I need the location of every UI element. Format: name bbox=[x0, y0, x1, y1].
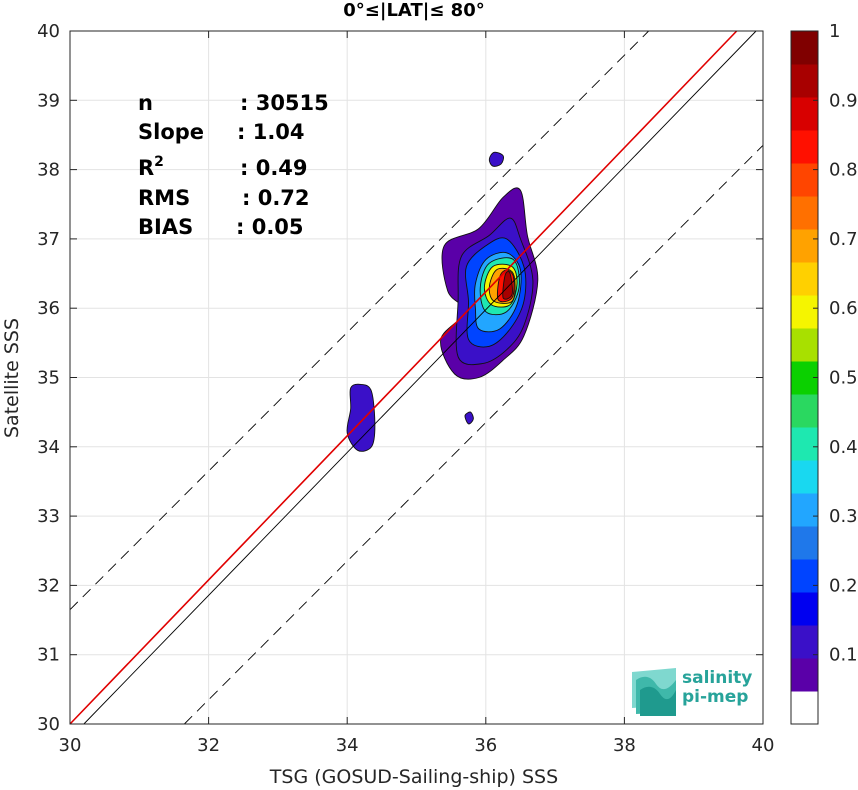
colorbar-segment bbox=[791, 328, 818, 362]
contour-cluster-blob-34 bbox=[346, 383, 376, 452]
colorbar-tick-label: 0.9 bbox=[829, 90, 858, 111]
line-lower bbox=[184, 145, 764, 725]
contour-level bbox=[502, 271, 513, 300]
colorbar: 0.1 0.2 0.3 0.4 0.5 0.6 0.7 0.8 0.9 1 bbox=[790, 21, 858, 725]
colorbar-segment bbox=[791, 559, 818, 593]
contour-level bbox=[488, 151, 504, 167]
stat-superscript: 2 bbox=[154, 154, 164, 170]
y-ticks: 30 31 32 33 34 35 36 37 38 39 40 bbox=[37, 21, 763, 735]
contour-cluster-blob-38 bbox=[488, 151, 504, 167]
colorbar-segment bbox=[791, 262, 818, 296]
y-tick-label: 33 bbox=[37, 506, 60, 527]
x-tick-label: 30 bbox=[59, 735, 82, 756]
stat-label: BIAS bbox=[138, 215, 193, 239]
x-tick-label: 32 bbox=[197, 735, 220, 756]
y-tick-label: 36 bbox=[37, 298, 60, 319]
line-regression bbox=[69, 30, 738, 725]
contour-level bbox=[346, 383, 376, 452]
colorbar-tick-label: 0.5 bbox=[829, 368, 858, 389]
x-tick-label: 36 bbox=[474, 735, 497, 756]
line-upper bbox=[69, 30, 649, 610]
chart-title: 0°≤|LAT|≤ 80° bbox=[343, 0, 484, 21]
colorbar-segment bbox=[791, 31, 818, 65]
stat-value: : 0.05 bbox=[236, 215, 304, 239]
stats-box: n : 30515 Slope : 1.04 R2 : 0.49 RMS : 0.72 BIAS… bbox=[138, 91, 329, 239]
logo-text-pi-mep: pi-mep bbox=[682, 687, 748, 707]
colorbar-tick-label: 0.8 bbox=[829, 160, 858, 181]
colorbar-segment bbox=[791, 592, 818, 626]
colorbar-segment bbox=[791, 460, 818, 494]
colorbar-segment bbox=[791, 130, 818, 164]
colorbar-tick-label: 0.3 bbox=[829, 506, 858, 527]
colorbar-segment bbox=[791, 163, 818, 197]
line-1:1 bbox=[83, 30, 757, 725]
colorbar-segment bbox=[791, 229, 818, 263]
y-tick-label: 31 bbox=[37, 645, 60, 666]
stat-label: Slope bbox=[138, 120, 204, 144]
stat-label: RMS bbox=[138, 186, 190, 210]
colorbar-segment bbox=[791, 493, 818, 527]
stat-value: : 0.72 bbox=[242, 186, 310, 210]
colorbar-tick-label: 0.2 bbox=[829, 575, 858, 596]
colorbar-segment bbox=[791, 64, 818, 98]
y-tick-label: 32 bbox=[37, 575, 60, 596]
y-tick-label: 34 bbox=[37, 437, 60, 458]
logo-text-salinity: salinity bbox=[682, 668, 752, 688]
colorbar-segment bbox=[791, 97, 818, 131]
colorbar-tick-label: 0.6 bbox=[829, 298, 858, 319]
y-tick-label: 37 bbox=[37, 229, 60, 250]
x-tick-label: 40 bbox=[752, 735, 775, 756]
y-tick-label: 40 bbox=[37, 21, 60, 42]
y-tick-label: 38 bbox=[37, 160, 60, 181]
contour-level bbox=[464, 411, 474, 425]
colorbar-segment bbox=[791, 196, 818, 230]
y-tick-label: 35 bbox=[37, 368, 60, 389]
stat-value: : 30515 bbox=[240, 91, 329, 115]
colorbar-tick-label: 1 bbox=[829, 21, 840, 42]
colorbar-segment bbox=[791, 658, 818, 692]
contour-cluster-blob-speck bbox=[464, 411, 474, 425]
y-axis-label: Satellite SSS bbox=[1, 318, 23, 438]
reference-lines bbox=[69, 30, 764, 725]
stat-value: : 1.04 bbox=[237, 120, 305, 144]
y-tick-label: 30 bbox=[37, 714, 60, 735]
x-tick-label: 38 bbox=[613, 735, 636, 756]
colorbar-tick-label: 0.1 bbox=[829, 645, 858, 666]
colorbar-segment bbox=[791, 295, 818, 329]
colorbar-tick-label: 0.4 bbox=[829, 437, 858, 458]
colorbar-segment bbox=[791, 394, 818, 428]
stat-label: R2 bbox=[138, 154, 164, 180]
wave-logo-icon bbox=[632, 668, 676, 716]
colorbar-segment bbox=[791, 427, 818, 461]
colorbar-segment bbox=[791, 691, 818, 725]
contour-cluster-main bbox=[440, 187, 539, 380]
colorbar-tick-label: 0.7 bbox=[829, 229, 858, 250]
colorbar-segment bbox=[791, 625, 818, 659]
y-tick-label: 39 bbox=[37, 90, 60, 111]
salinity-pi-mep-logo: salinity pi-mep bbox=[632, 668, 752, 716]
x-tick-label: 34 bbox=[336, 735, 359, 756]
x-ticks: 30 32 34 36 38 40 bbox=[59, 31, 775, 756]
x-axis-label: TSG (GOSUD-Sailing-ship) SSS bbox=[269, 766, 558, 788]
stat-value: : 0.49 bbox=[240, 156, 308, 180]
colorbar-segment bbox=[791, 526, 818, 560]
stat-label: n bbox=[138, 91, 153, 115]
